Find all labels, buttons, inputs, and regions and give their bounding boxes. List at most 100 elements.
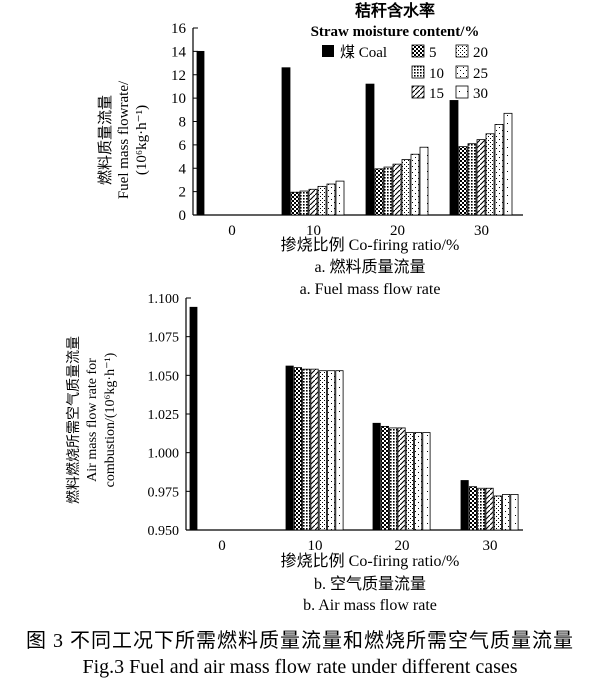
panel-b-bar-moisture-20-cat-20 — [405, 432, 414, 531]
panel-a-ylabel-line-3: (10⁶kg·h⁻¹) — [134, 105, 150, 175]
panel-a-bar-moisture-15-cat-10 — [308, 188, 318, 216]
panel-a-x-ticks: 0 10 20 30 — [228, 223, 489, 239]
legend-swatch-10 — [411, 65, 425, 79]
panel-b-y-tick-label: 0.950 — [148, 524, 180, 539]
panel-a-x-tick-label: 30 — [474, 223, 489, 239]
panel-a-bar-moisture-25-cat-30 — [494, 124, 504, 216]
panel-a-bar-moisture-10-cat-20 — [383, 166, 393, 216]
legend-label-30: 30 — [473, 86, 488, 102]
legend-items: 5 10 15 20 25 30 — [411, 44, 488, 102]
panel-b-bar-moisture-20-cat-30 — [493, 495, 502, 531]
panel-b-bars — [189, 306, 519, 531]
legend-swatch-coal — [322, 45, 334, 57]
panel-b-bar-moisture-15-cat-30 — [485, 487, 494, 531]
panel-a-y-tick-label: 8 — [179, 115, 187, 131]
panel-b-y-ticks: 0.950 0.975 1.000 1.025 1.050 1.075 1.100 — [148, 292, 191, 539]
panel-a-y-tick-label: 14 — [171, 44, 187, 60]
panel-b-bar-moisture-20-cat-10 — [318, 370, 327, 531]
panel-a-bar-moisture-30-cat-30 — [503, 112, 513, 216]
panel-b-bar-moisture-5-cat-20 — [380, 425, 389, 531]
panel-a-y-ticks: 0 2 4 6 8 10 12 14 16 — [171, 21, 198, 224]
panel-b-y-tick-label: 1.075 — [148, 331, 180, 346]
legend-swatch-15 — [411, 85, 425, 99]
legend-swatch-25 — [455, 65, 469, 79]
panel-a-y-tick-label: 16 — [171, 21, 187, 37]
panel-b-x-tick-label: 10 — [308, 538, 323, 554]
legend: 秸秆含水率 Straw moisture content/% 煤 Coal 5 1… — [311, 1, 488, 102]
panel-a-bar-coal-cat-0 — [196, 50, 205, 216]
panel-a-bar-moisture-5-cat-10 — [290, 191, 300, 216]
panel-b-y-tick-label: 1.050 — [148, 369, 180, 384]
panel-a-y-tick-label: 10 — [171, 91, 186, 107]
panel-a-bar-moisture-5-cat-20 — [374, 168, 384, 216]
panel-b-x-ticks: 0 10 20 30 — [218, 538, 497, 554]
panel-a-bar-moisture-30-cat-10 — [335, 180, 345, 216]
panel-a-bar-moisture-25-cat-10 — [326, 183, 336, 216]
panel-b-y-tick-label: 1.000 — [148, 447, 180, 462]
panel-b-y-tick-label: 0.975 — [148, 485, 180, 500]
panel-b-bar-moisture-30-cat-10 — [335, 370, 344, 531]
panel-b-x-tick-label: 0 — [218, 538, 226, 554]
legend-label-25: 25 — [473, 66, 488, 82]
panel-b-x-tick-label: 30 — [483, 538, 498, 554]
panel-a-y-tick-label: 6 — [179, 138, 187, 154]
panel-a-y-tick-label: 0 — [179, 208, 187, 224]
panel-b-y-tick-label: 1.100 — [148, 292, 180, 307]
panel-b-bar-coal-cat-0 — [189, 306, 198, 531]
panel-b-bar-moisture-25-cat-10 — [327, 370, 336, 531]
panel-a-x-tick-label: 10 — [306, 223, 321, 239]
panel-a-bar-moisture-15-cat-20 — [392, 163, 402, 216]
panel-a-y-tick-label: 4 — [179, 161, 187, 177]
panel-b-bar-moisture-10-cat-30 — [477, 487, 486, 531]
panel-b-bar-moisture-15-cat-10 — [310, 368, 319, 531]
panel-a-bar-coal-cat-30 — [449, 100, 459, 216]
panel-b-bar-coal-cat-20 — [372, 422, 381, 531]
panel-b-bar-moisture-30-cat-20 — [422, 432, 431, 531]
panel-a-fuel-mass-flow: 燃料质量流量 Fuel mass flowrate/ (10⁶kg·h⁻¹) 0… — [96, 21, 523, 298]
panel-b-y-axis-label: 燃料燃烧所需空气质量流量 Air mass flow rate for comb… — [65, 336, 118, 504]
panel-a-y-tick-label: 2 — [179, 185, 187, 201]
panel-a-bar-moisture-10-cat-30 — [467, 143, 477, 216]
legend-swatch-20 — [455, 44, 469, 58]
panel-b-bar-moisture-30-cat-30 — [510, 494, 519, 531]
panel-a-subtitle-cn: a. 燃料质量流量 — [314, 258, 425, 276]
figure-caption-en: Fig.3 Fuel and air mass flow rate under … — [82, 656, 518, 678]
panel-a-x-tick-label: 0 — [228, 223, 236, 239]
panel-a-bar-moisture-25-cat-20 — [410, 153, 420, 216]
panel-b-x-axis-label: 掺烧比例 Co-firing ratio/% — [281, 552, 460, 570]
panel-a-ylabel-line-1: 燃料质量流量 — [96, 95, 114, 185]
legend-label-15: 15 — [429, 86, 444, 102]
panel-a-y-axis-label: 燃料质量流量 Fuel mass flowrate/ (10⁶kg·h⁻¹) — [96, 80, 150, 199]
panel-a-ylabel-line-2: Fuel mass flowrate/ — [116, 80, 132, 199]
panel-b-bar-moisture-5-cat-10 — [293, 367, 302, 531]
legend-swatch-5 — [411, 44, 425, 58]
panel-b-bar-coal-cat-30 — [460, 480, 469, 531]
panel-a-x-tick-label: 20 — [390, 223, 405, 239]
legend-label-coal: 煤 Coal — [340, 44, 387, 61]
figure-caption-cn: 图 3 不同工况下所需燃料质量流量和燃烧所需空气质量流量 — [26, 630, 574, 652]
panel-b-bar-moisture-15-cat-20 — [397, 427, 406, 531]
panel-b-x-tick-label: 20 — [395, 538, 410, 554]
panel-b-air-mass-flow: 燃料燃烧所需空气质量流量 Air mass flow rate for comb… — [65, 292, 523, 614]
panel-a-bars — [196, 50, 513, 216]
panel-a-bar-moisture-15-cat-30 — [476, 139, 486, 216]
panel-a-bar-moisture-20-cat-30 — [485, 133, 495, 216]
panel-b-y-tick-label: 1.025 — [148, 408, 180, 423]
panel-a-bar-moisture-20-cat-10 — [317, 185, 327, 216]
legend-swatch-30 — [455, 85, 469, 99]
panel-a-bar-moisture-5-cat-30 — [458, 146, 468, 216]
panel-b-subtitle-en: b. Air mass flow rate — [303, 597, 437, 614]
panel-b-bar-moisture-25-cat-30 — [502, 494, 511, 531]
panel-b-ylabel-line-1: 燃料燃烧所需空气质量流量 — [65, 336, 82, 504]
panel-b-bar-moisture-10-cat-20 — [389, 427, 398, 531]
panel-b-bar-moisture-10-cat-10 — [302, 368, 311, 531]
panel-a-bar-coal-cat-20 — [365, 83, 375, 216]
panel-a-y-tick-label: 12 — [171, 68, 186, 84]
legend-label-10: 10 — [429, 66, 444, 82]
panel-a-bar-coal-cat-10 — [281, 67, 291, 216]
panel-a-bar-moisture-30-cat-20 — [419, 146, 429, 216]
panel-a-bar-moisture-10-cat-10 — [299, 190, 309, 216]
panel-b-subtitle-cn: b. 空气质量流量 — [314, 575, 426, 593]
panel-a-subtitle-en: a. Fuel mass flow rate — [300, 281, 441, 298]
